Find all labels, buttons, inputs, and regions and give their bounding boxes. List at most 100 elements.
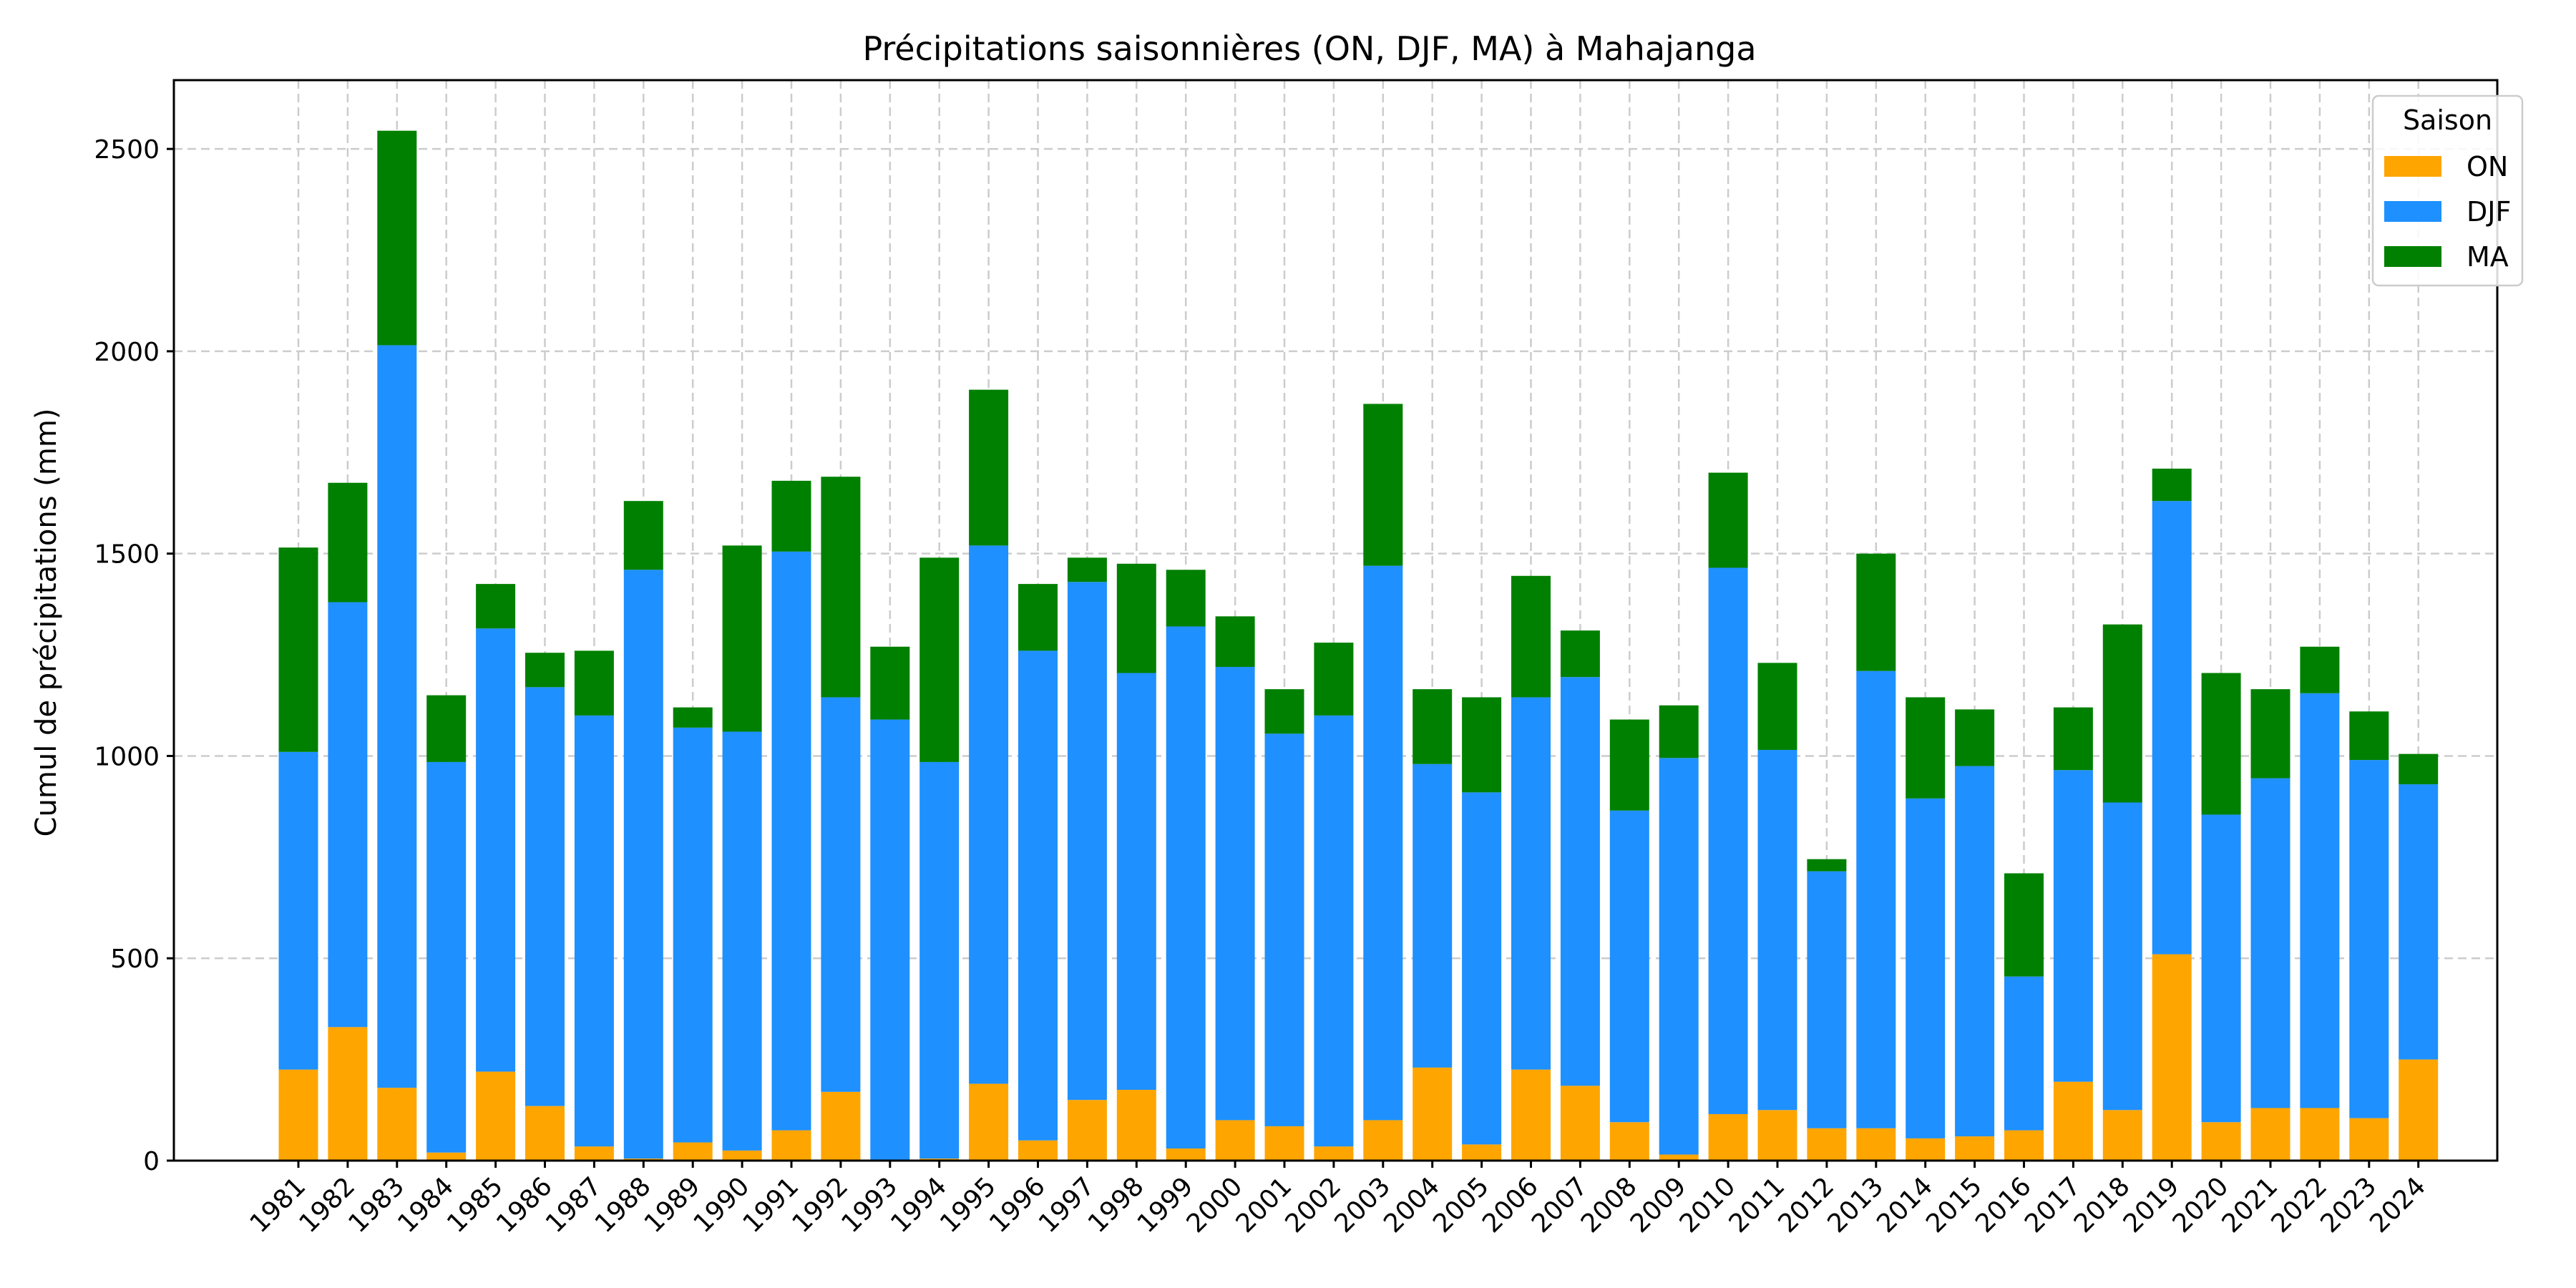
x-tick-label: 2016 bbox=[1970, 1171, 2037, 1239]
bar-ma-1995 bbox=[969, 389, 1009, 546]
bar-ma-1990 bbox=[722, 545, 762, 732]
bar-ma-2013 bbox=[1856, 553, 1896, 671]
x-tick-label: 1986 bbox=[491, 1171, 558, 1239]
legend-label-djf: DJF bbox=[2467, 196, 2511, 228]
x-tick-label: 1990 bbox=[688, 1171, 756, 1239]
bar-on-2018 bbox=[2102, 1110, 2142, 1161]
bar-ma-1996 bbox=[1018, 584, 1058, 651]
bar-djf-2000 bbox=[1215, 667, 1255, 1121]
bar-djf-2012 bbox=[1807, 871, 1847, 1128]
x-tick-label: 2002 bbox=[1279, 1171, 1347, 1239]
bar-ma-2011 bbox=[1757, 663, 1797, 750]
bar-djf-2005 bbox=[1462, 792, 1502, 1145]
bar-djf-2010 bbox=[1708, 567, 1748, 1114]
bar-on-2000 bbox=[1215, 1120, 1255, 1161]
bar-ma-1982 bbox=[328, 482, 368, 602]
bar-on-2011 bbox=[1757, 1110, 1797, 1161]
x-tick-label: 2014 bbox=[1871, 1171, 1938, 1239]
y-tick-label: 2500 bbox=[94, 135, 160, 165]
bar-ma-2006 bbox=[1511, 575, 1551, 698]
bar-ma-2008 bbox=[1609, 719, 1649, 811]
x-tick-label: 2024 bbox=[2364, 1171, 2431, 1239]
bar-djf-1995 bbox=[969, 545, 1009, 1084]
x-tick-label: 1996 bbox=[984, 1171, 1051, 1239]
bar-ma-2000 bbox=[1215, 616, 1255, 668]
legend-swatch-on bbox=[2384, 156, 2441, 177]
bar-ma-2014 bbox=[1906, 697, 1946, 799]
bar-on-1992 bbox=[821, 1091, 861, 1161]
bar-ma-2017 bbox=[2053, 707, 2093, 771]
bar-djf-2016 bbox=[2004, 976, 2044, 1131]
bar-djf-1987 bbox=[574, 715, 614, 1147]
legend-title: Saison bbox=[2403, 104, 2492, 136]
bar-djf-1992 bbox=[821, 697, 861, 1092]
bar-on-1989 bbox=[673, 1142, 713, 1161]
y-tick-label: 1000 bbox=[94, 742, 160, 771]
y-tick-label: 2000 bbox=[94, 338, 160, 367]
bar-on-2009 bbox=[1659, 1154, 1699, 1161]
bar-on-2012 bbox=[1807, 1128, 1847, 1161]
bar-ma-2002 bbox=[1314, 643, 1354, 716]
bar-djf-2003 bbox=[1363, 565, 1403, 1121]
x-tick-label: 2018 bbox=[2069, 1171, 2136, 1239]
bar-on-1981 bbox=[278, 1069, 318, 1161]
x-tick-label: 2004 bbox=[1378, 1171, 1445, 1239]
bar-djf-1982 bbox=[328, 602, 368, 1028]
bar-on-2006 bbox=[1511, 1069, 1551, 1161]
bar-on-1987 bbox=[574, 1146, 614, 1161]
x-tick-label: 1999 bbox=[1132, 1171, 1199, 1239]
bar-on-2024 bbox=[2399, 1059, 2439, 1161]
bar-djf-2004 bbox=[1413, 763, 1453, 1068]
bar-ma-1992 bbox=[821, 477, 861, 698]
bar-ma-1983 bbox=[377, 130, 417, 346]
bar-ma-2019 bbox=[2152, 468, 2192, 502]
bar-ma-2009 bbox=[1659, 705, 1699, 758]
y-tick-label: 500 bbox=[110, 945, 160, 974]
bar-on-1986 bbox=[525, 1106, 565, 1161]
bar-djf-1993 bbox=[870, 719, 910, 1161]
bar-djf-1999 bbox=[1166, 626, 1206, 1149]
bar-ma-1994 bbox=[919, 557, 960, 762]
bar-djf-2022 bbox=[2300, 693, 2340, 1108]
x-tick-label: 2013 bbox=[1822, 1171, 1889, 1239]
x-tick-label: 2020 bbox=[2167, 1171, 2235, 1239]
x-tick-label: 2021 bbox=[2217, 1171, 2284, 1239]
bar-djf-2002 bbox=[1314, 715, 1354, 1147]
x-tick-label: 1988 bbox=[590, 1171, 657, 1239]
bar-ma-1998 bbox=[1116, 563, 1156, 673]
x-tick-label: 1991 bbox=[738, 1171, 805, 1239]
bar-djf-1990 bbox=[722, 731, 762, 1151]
x-tick-label: 2022 bbox=[2265, 1171, 2333, 1239]
bar-ma-2004 bbox=[1413, 689, 1453, 764]
bar-ma-2015 bbox=[1955, 709, 1995, 766]
bar-on-1998 bbox=[1116, 1090, 1156, 1161]
bar-on-2016 bbox=[2004, 1130, 2044, 1161]
bar-djf-2019 bbox=[2152, 501, 2192, 955]
legend-swatch-ma bbox=[2384, 246, 2441, 267]
bar-djf-1983 bbox=[377, 345, 417, 1088]
bar-on-2019 bbox=[2152, 954, 2192, 1161]
x-tick-label: 2011 bbox=[1724, 1171, 1791, 1239]
bar-djf-1985 bbox=[476, 628, 516, 1072]
bar-on-2015 bbox=[1955, 1136, 1995, 1161]
bar-ma-1997 bbox=[1067, 557, 1107, 582]
x-tick-label: 2012 bbox=[1772, 1171, 1840, 1239]
bar-on-2010 bbox=[1708, 1113, 1748, 1161]
bar-on-2008 bbox=[1609, 1122, 1649, 1161]
bar-on-2013 bbox=[1856, 1128, 1896, 1161]
bar-on-1982 bbox=[328, 1027, 368, 1161]
bar-djf-2020 bbox=[2201, 814, 2241, 1123]
bar-djf-2015 bbox=[1955, 766, 1995, 1137]
bar-on-2022 bbox=[2300, 1108, 2340, 1161]
legend-label-ma: MA bbox=[2467, 241, 2509, 273]
bar-on-1990 bbox=[722, 1150, 762, 1161]
bar-on-2003 bbox=[1363, 1120, 1403, 1161]
bar-djf-1986 bbox=[525, 687, 565, 1106]
bar-ma-2003 bbox=[1363, 404, 1403, 566]
bar-on-1983 bbox=[377, 1088, 417, 1161]
bar-djf-2011 bbox=[1757, 749, 1797, 1111]
bar-on-2001 bbox=[1264, 1126, 1304, 1161]
x-axis: 1981198219831984198519861987198819891990… bbox=[245, 1161, 2431, 1239]
bar-ma-1987 bbox=[574, 650, 614, 716]
